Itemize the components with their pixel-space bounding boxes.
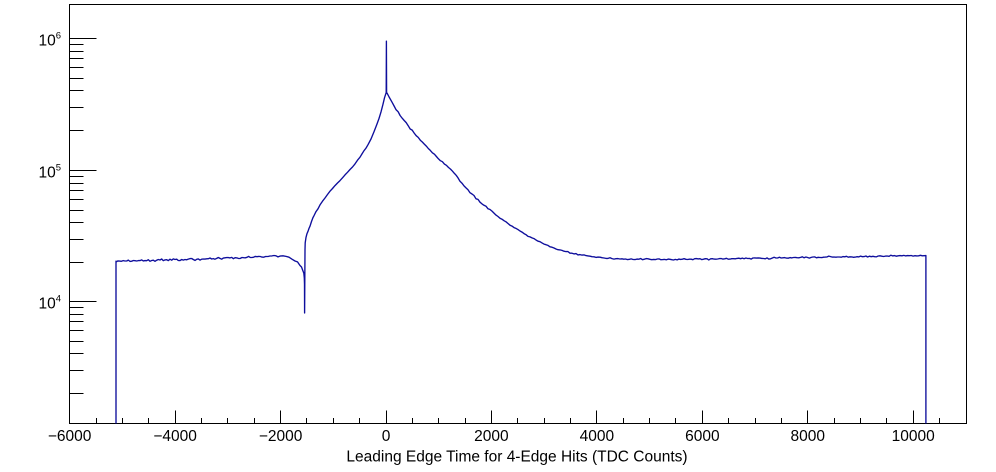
svg-text:106: 106: [39, 31, 62, 50]
svg-text:−6000: −6000: [48, 428, 92, 445]
svg-text:10000: 10000: [892, 428, 935, 445]
svg-text:6000: 6000: [685, 428, 720, 445]
svg-text:105: 105: [39, 163, 62, 182]
svg-text:2000: 2000: [474, 428, 509, 445]
svg-text:−4000: −4000: [153, 428, 197, 445]
svg-text:Leading Edge Time for 4-Edge H: Leading Edge Time for 4-Edge Hits (TDC C…: [346, 449, 687, 466]
svg-text:104: 104: [39, 294, 62, 313]
svg-text:8000: 8000: [791, 428, 826, 445]
svg-text:0: 0: [382, 428, 391, 445]
svg-text:4000: 4000: [580, 428, 615, 445]
svg-text:−2000: −2000: [259, 428, 303, 445]
